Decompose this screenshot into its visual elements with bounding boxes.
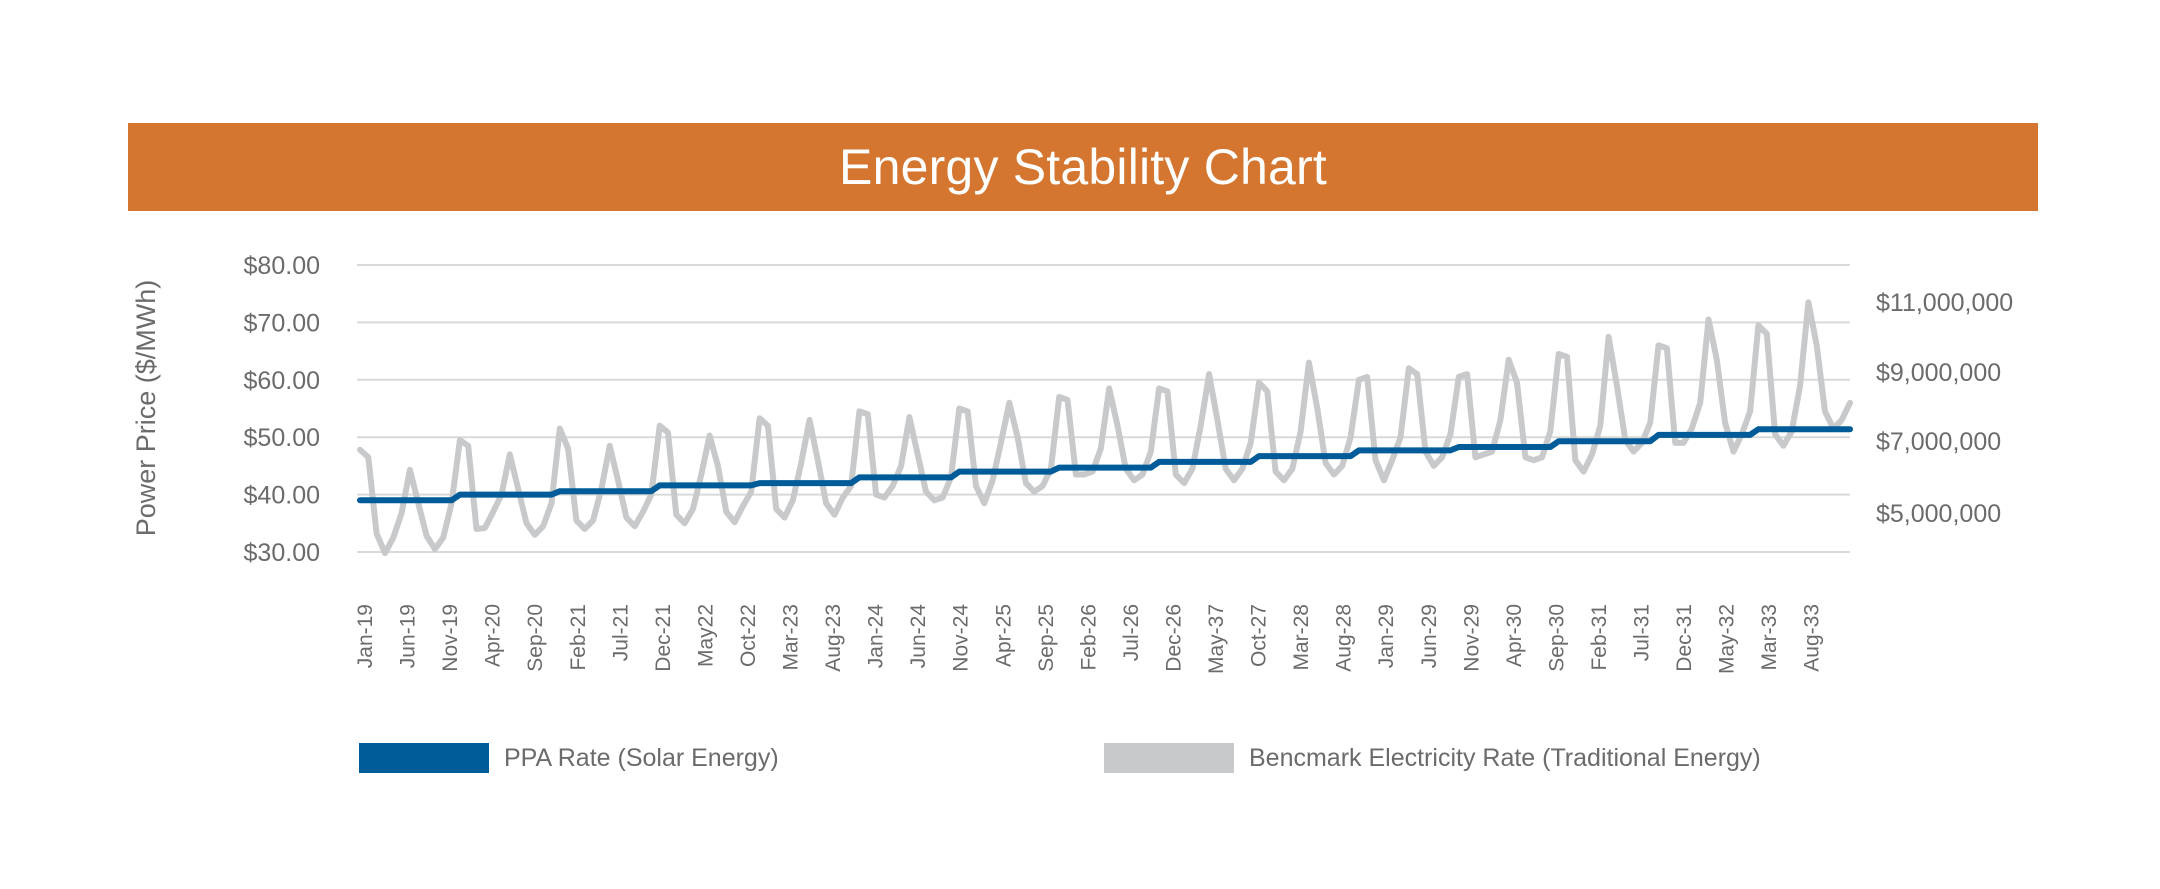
legend-item-ppa: PPA Rate (Solar Energy): [359, 743, 779, 773]
y-tick-label: $50.00: [244, 424, 320, 452]
x-tick-label: Apr-30: [1503, 604, 1526, 667]
legend-label-benchmark: Bencmark Electricity Rate (Traditional E…: [1249, 743, 1761, 772]
y-tick-label: $30.00: [244, 539, 320, 567]
x-tick-label: Feb-31: [1588, 604, 1611, 671]
y2-tick-label: $7,000,000: [1876, 428, 2001, 456]
chart-title: Energy Stability Chart: [839, 139, 1327, 195]
x-tick-label: May-37: [1205, 604, 1228, 674]
y-tick-label: $40.00: [244, 482, 320, 510]
x-tick-label: Jul-21: [609, 604, 632, 661]
legend-label-ppa: PPA Rate (Solar Energy): [504, 743, 779, 772]
legend-swatch-benchmark: [1104, 743, 1234, 773]
ppa-series-line: [357, 426, 1853, 504]
benchmark-series-line: [357, 299, 1853, 557]
x-tick-label: Mar-28: [1290, 604, 1313, 671]
x-tick-label: Jun-19: [397, 604, 420, 668]
y-tick-label: $80.00: [244, 252, 320, 280]
x-tick-label: Apr-20: [482, 604, 505, 667]
y2-tick-label: $11,000,000: [1876, 289, 2013, 317]
x-tick-label: Oct-22: [737, 604, 760, 667]
x-tick-label: Jul-31: [1631, 604, 1654, 661]
y2-tick-label: $9,000,000: [1876, 359, 2001, 387]
x-tick-label: Nov-19: [439, 604, 462, 672]
x-tick-label: May-32: [1716, 604, 1739, 674]
x-tick-label: Dec-21: [652, 604, 675, 672]
x-tick-label: Feb-26: [1077, 604, 1100, 671]
x-tick-label: Nov-29: [1460, 604, 1483, 672]
y-axis-title: Power Price ($/MWh): [131, 280, 161, 537]
x-tick-label: Aug-33: [1801, 604, 1824, 672]
x-tick-label: Nov-24: [950, 604, 973, 672]
x-tick-label: Jan-29: [1375, 604, 1398, 668]
x-tick-label: Jan-19: [354, 604, 377, 668]
x-tick-label: Mar-23: [780, 604, 803, 671]
y-tick-label: $70.00: [244, 309, 320, 337]
x-tick-label: Sep-25: [1035, 604, 1058, 672]
x-tick-label: Dec-31: [1673, 604, 1696, 672]
x-tick-label: May22: [694, 604, 717, 667]
chart-title-bar: Energy Stability Chart: [128, 123, 2038, 211]
legend-swatch-ppa: [359, 743, 489, 773]
x-tick-label: Mar-33: [1758, 604, 1781, 671]
x-tick-label: Jul-26: [1120, 604, 1143, 661]
x-tick-label: Dec-26: [1162, 604, 1185, 672]
x-tick-label: Sep-30: [1545, 604, 1568, 672]
x-tick-label: Jan-24: [865, 604, 888, 669]
y2-tick-label: $5,000,000: [1876, 500, 2001, 528]
x-tick-label: Aug-28: [1333, 604, 1356, 672]
x-tick-label: Apr-25: [992, 604, 1015, 667]
x-tick-label: Feb-21: [567, 604, 590, 671]
legend-item-benchmark: Bencmark Electricity Rate (Traditional E…: [1104, 743, 1761, 773]
x-tick-label: Jun-29: [1418, 604, 1441, 668]
x-tick-label: Aug-23: [822, 604, 845, 672]
y-tick-label: $60.00: [244, 367, 320, 395]
x-tick-label: Sep-20: [524, 604, 547, 672]
x-tick-label: Oct-27: [1248, 604, 1271, 667]
x-tick-label: Jun-24: [907, 604, 930, 669]
